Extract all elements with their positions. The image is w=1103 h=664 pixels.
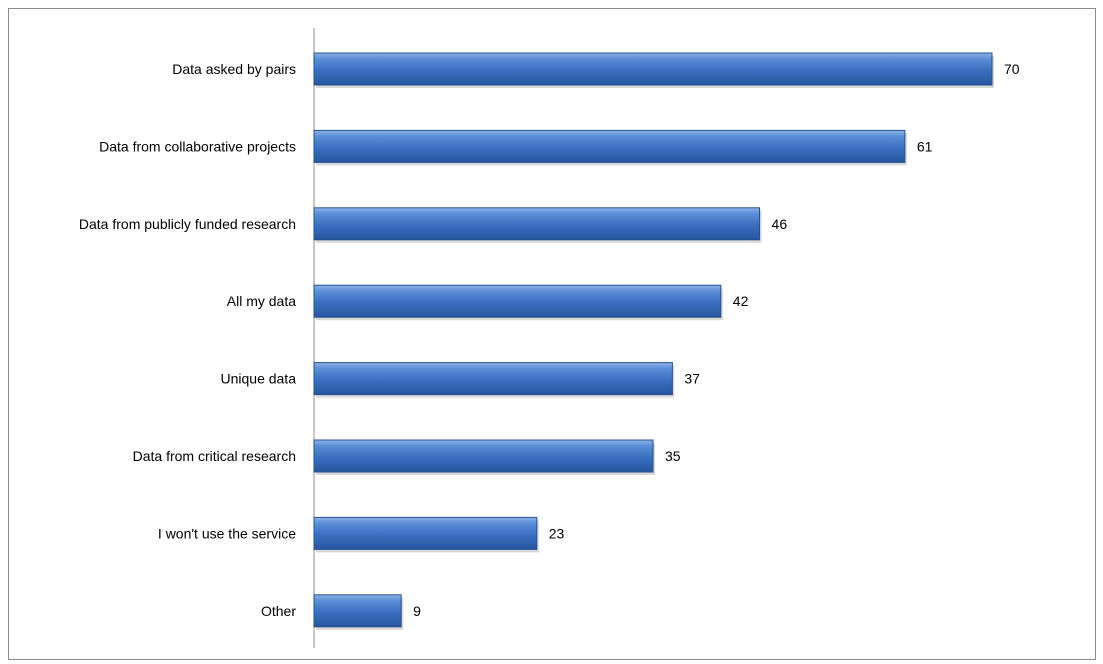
data-label: 23	[549, 525, 565, 541]
data-label: 9	[413, 603, 421, 619]
category-label: Other	[261, 603, 296, 619]
bar	[313, 362, 673, 396]
data-label: 61	[917, 138, 933, 154]
category-label: Data from publicly funded research	[79, 216, 296, 232]
category-label: Unique data	[220, 371, 296, 387]
category-label: Data from critical research	[133, 448, 296, 464]
chart-frame	[8, 8, 1096, 660]
bar	[313, 439, 654, 473]
bar	[313, 516, 538, 550]
bar	[313, 52, 993, 86]
category-label: Data asked by pairs	[172, 61, 296, 77]
data-label: 70	[1004, 61, 1020, 77]
data-label: 37	[684, 371, 700, 387]
data-label: 42	[733, 293, 749, 309]
bar	[313, 129, 906, 163]
category-label: Data from collaborative projects	[99, 138, 296, 154]
bar	[313, 207, 761, 241]
bars-layer: Data asked by pairs 70 Data from collabora…	[79, 52, 1020, 630]
data-label: 35	[665, 448, 681, 464]
bar	[313, 284, 722, 318]
category-label: All my data	[227, 293, 296, 309]
category-label: I won't use the service	[158, 525, 296, 541]
data-label: 46	[772, 216, 788, 232]
bar	[313, 594, 402, 628]
